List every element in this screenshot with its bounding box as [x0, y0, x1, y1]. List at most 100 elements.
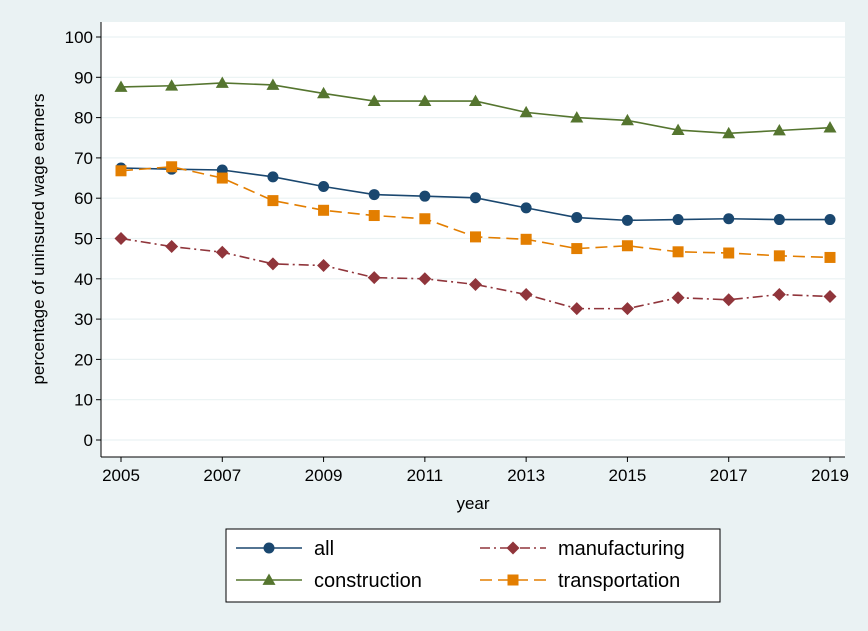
axis-layer: 0 10 20 30 40 50 60 70 80 90 100 2005 2007 2009 2011 20…	[29, 22, 849, 513]
data-point	[266, 78, 280, 90]
data-point	[671, 291, 685, 305]
data-point	[470, 231, 481, 243]
x-tick-label: 2011	[407, 466, 444, 485]
data-point	[621, 240, 633, 252]
y-tick-label: 40	[74, 270, 93, 289]
data-point	[418, 272, 432, 286]
series-manufacturing	[114, 232, 837, 316]
data-point	[723, 213, 735, 225]
data-point	[570, 302, 584, 316]
data-point	[266, 257, 280, 271]
data-point	[621, 214, 633, 226]
data-point	[507, 574, 519, 586]
data-point	[263, 542, 275, 554]
y-axis-title: percentage of uninsured wage earners	[29, 93, 48, 384]
data-point	[469, 94, 482, 106]
data-point	[824, 214, 836, 226]
data-point	[166, 161, 178, 173]
x-tick-label: 2019	[811, 466, 849, 485]
legend-item-transportation: transportation	[480, 570, 680, 592]
y-tick-label: 80	[74, 109, 93, 128]
legend-label: construction	[314, 570, 422, 592]
data-point	[114, 232, 128, 245]
data-point	[262, 573, 276, 585]
data-point	[671, 123, 685, 135]
legend-label: transportation	[558, 570, 680, 592]
data-point	[215, 76, 229, 88]
data-point	[418, 94, 432, 106]
data-point	[823, 121, 837, 133]
data-point	[367, 271, 381, 285]
data-point	[318, 204, 330, 216]
legend-label: all	[314, 538, 334, 560]
legend-label: manufacturing	[558, 538, 685, 560]
data-point	[570, 111, 584, 123]
y-tick-label: 50	[74, 230, 93, 249]
legend-box	[225, 528, 721, 603]
data-point	[368, 210, 380, 222]
data-point	[620, 113, 634, 126]
data-point	[318, 181, 330, 193]
data-point	[115, 165, 127, 177]
data-point	[519, 105, 533, 118]
y-tick-label: 0	[84, 431, 93, 450]
y-tick-label: 20	[74, 350, 93, 369]
x-tick-label: 2005	[102, 466, 140, 485]
x-tick-label: 2007	[203, 466, 241, 485]
data-point	[520, 202, 532, 214]
y-tick-label: 60	[74, 189, 93, 208]
data-point	[317, 259, 331, 273]
data-point	[620, 302, 634, 316]
data-point	[317, 86, 331, 99]
y-tick-label: 10	[74, 391, 93, 410]
data-point	[506, 541, 520, 555]
data-point	[773, 214, 785, 226]
data-point	[368, 189, 380, 201]
series-transportation	[115, 161, 836, 263]
data-point	[267, 171, 279, 183]
data-point	[165, 79, 179, 91]
data-point	[419, 190, 431, 202]
data-point	[672, 214, 684, 226]
data-point	[367, 94, 381, 106]
y-tick-label: 30	[74, 310, 93, 329]
data-point	[823, 290, 837, 304]
series-layer	[114, 76, 837, 316]
data-point	[722, 293, 736, 307]
y-tick-label: 90	[74, 68, 93, 87]
legend-item-construction: construction	[236, 570, 422, 592]
data-point	[469, 277, 482, 291]
data-point	[723, 247, 735, 259]
y-tick-label: 100	[65, 28, 93, 47]
data-point	[267, 195, 279, 207]
data-point	[215, 245, 229, 259]
x-axis-title: year	[456, 494, 489, 513]
data-point	[419, 213, 431, 225]
data-point	[114, 80, 128, 92]
x-tick-label: 2015	[609, 466, 647, 485]
legend-item-all: all	[236, 538, 334, 560]
data-point	[216, 172, 228, 184]
data-point	[571, 212, 583, 224]
x-tick-label: 2017	[710, 466, 748, 485]
data-point	[773, 250, 785, 262]
data-point	[520, 233, 532, 245]
data-point	[824, 251, 836, 263]
x-tick-label: 2009	[305, 466, 343, 485]
data-point	[165, 240, 179, 254]
data-point	[722, 126, 736, 139]
data-point	[672, 246, 684, 258]
data-point	[470, 192, 481, 204]
y-tick-label: 70	[74, 149, 93, 168]
legend-item-manufacturing: manufacturing	[480, 538, 685, 560]
data-point	[772, 123, 786, 136]
legend: all construction manufacturing transportati…	[225, 528, 721, 603]
x-tick-label: 2013	[507, 466, 545, 485]
data-point	[772, 288, 786, 302]
grid-layer	[101, 36, 845, 441]
series-construction	[114, 76, 837, 139]
data-point	[571, 243, 583, 255]
data-point	[519, 288, 533, 302]
